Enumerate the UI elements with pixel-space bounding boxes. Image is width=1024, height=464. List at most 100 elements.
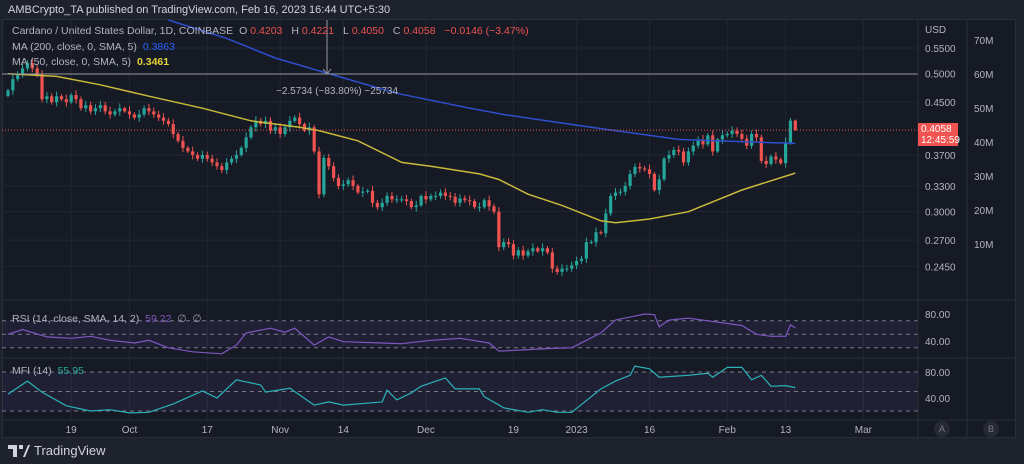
candle-up: [633, 166, 637, 174]
candle-up: [526, 251, 530, 256]
auto-scale-button[interactable]: A: [934, 421, 950, 437]
candle-down: [336, 177, 341, 186]
candle-up: [366, 190, 370, 192]
candle-up: [565, 268, 569, 270]
candle-up: [25, 63, 30, 69]
ma200-legend[interactable]: MA (200, close, 0, SMA, 5) 0.3863: [12, 41, 178, 53]
candle-down: [123, 108, 127, 112]
symbol-legend[interactable]: Cardano / United States Dollar, 1D, COIN…: [12, 25, 532, 37]
ma50-legend[interactable]: MA (50, close, 0, SMA, 5) 0.3461: [12, 56, 172, 68]
candle-down: [181, 140, 185, 148]
candle-down: [779, 159, 783, 164]
candle-up: [293, 117, 297, 121]
open-value: 0.4203: [250, 25, 283, 37]
price-axis-unit: USD: [925, 25, 946, 36]
candle-up: [55, 96, 59, 103]
candle-down: [302, 124, 307, 131]
candle-up: [657, 179, 661, 191]
low-label: L: [342, 25, 349, 37]
chart-frame[interactable]: [2, 19, 1016, 438]
candle-down: [278, 127, 282, 134]
candle-down: [711, 135, 715, 152]
band-dashes: [2, 320, 918, 412]
candle-up: [229, 158, 234, 163]
candle-down: [166, 120, 170, 125]
last-price-label: 0.4058 12:45:59: [918, 123, 960, 146]
candle-down: [176, 133, 180, 141]
candle-up: [720, 135, 725, 140]
price-axis: 0.5500 0.5000 0.4500 0.3700 0.3300 0.3000 0.27…: [925, 44, 956, 273]
candle-up: [541, 248, 545, 252]
candle-down: [468, 200, 472, 202]
candle-up: [244, 137, 248, 148]
candle-up: [400, 199, 404, 201]
time-axis-tick: 2023: [565, 425, 588, 436]
bar-countdown: 12:45:59: [921, 135, 960, 146]
candle-up: [84, 105, 88, 109]
time-axis-tick: Dec: [417, 425, 435, 436]
candle-up: [234, 155, 239, 159]
candle-down: [774, 156, 778, 160]
time-axis-tick: 14: [338, 425, 350, 436]
candle-down: [186, 147, 190, 152]
volume-axis-tick: 20M: [974, 206, 993, 217]
candle-down: [210, 158, 214, 163]
ma50-line: [7, 72, 796, 224]
high-label: H: [291, 25, 299, 37]
candle-down: [492, 206, 496, 212]
rsi-legend[interactable]: RSI (14, close, SMA, 14, 2) 59.22 ∅ ∅: [12, 313, 205, 325]
candle-down: [215, 162, 219, 167]
time-axis-tick: 16: [644, 425, 656, 436]
candle-up: [385, 195, 389, 203]
candle-up: [200, 155, 204, 159]
candle-up: [594, 232, 598, 243]
candle-down: [390, 195, 394, 200]
price-axis-tick: 0.3700: [925, 151, 956, 162]
candle-down: [298, 117, 302, 125]
tradingview-logo-icon: [8, 444, 30, 457]
volume-axis-tick: 60M: [974, 70, 993, 81]
candle-down: [555, 268, 559, 272]
candle-down: [332, 166, 336, 178]
candle-down: [370, 190, 375, 203]
published-by-text: AMBCrypto_TA published on TradingView.co…: [8, 4, 391, 16]
candle-down: [754, 133, 759, 138]
rsi-extra: ∅: [192, 313, 202, 325]
candle-up: [438, 192, 443, 196]
candle-down: [171, 124, 175, 134]
ma200-value: 0.3863: [142, 41, 175, 53]
candle-up: [434, 195, 438, 197]
measurement-label: −2.5734 (−83.80%) −25734: [276, 86, 399, 97]
candle-down: [147, 108, 151, 112]
candle-down: [453, 196, 457, 203]
candle-up: [118, 108, 122, 112]
crosshair-arrow-icon: [322, 68, 332, 75]
volume-axis-tick: 70M: [974, 36, 993, 47]
candle-up: [667, 155, 671, 159]
candle-up: [380, 202, 384, 208]
candle-down: [74, 95, 78, 100]
candle-down: [195, 155, 200, 159]
mfi-legend[interactable]: MFI (14) 55.95: [12, 365, 87, 377]
candle-up: [395, 199, 399, 201]
rsi-axis-tick: 80.00: [925, 310, 950, 321]
candle-down: [793, 120, 797, 131]
volume-scale-button[interactable]: B: [983, 421, 999, 437]
candle-down: [132, 114, 136, 118]
candle-up: [730, 130, 734, 134]
candle-down: [701, 139, 705, 145]
mfi-label: MFI (14): [12, 365, 52, 377]
candle-up: [570, 265, 574, 269]
candle-up: [696, 139, 700, 146]
candle-down: [472, 201, 477, 208]
candle-up: [584, 242, 588, 259]
candle-up: [672, 149, 676, 156]
tradingview-logo[interactable]: TradingView: [8, 443, 106, 458]
candle-down: [157, 114, 161, 118]
candle-down: [521, 250, 525, 256]
candle-up: [589, 242, 593, 244]
candle-down: [30, 63, 34, 69]
open-label: O: [239, 25, 248, 37]
candle-down: [108, 111, 112, 115]
